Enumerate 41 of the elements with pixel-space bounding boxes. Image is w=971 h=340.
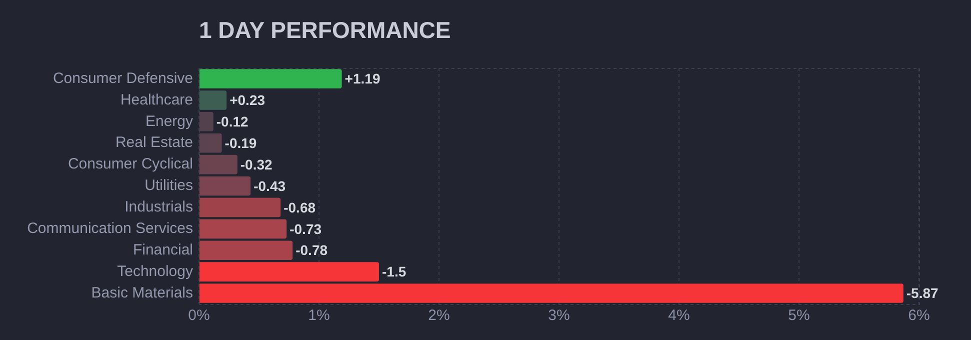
x-tick-label: 6% (908, 307, 930, 324)
y-tick-label: Financial (132, 242, 193, 259)
bar (200, 219, 287, 239)
y-tick-label: Healthcare (120, 91, 193, 108)
x-tick-label: 0% (188, 307, 210, 324)
annotation: -1.5 (382, 264, 406, 280)
y-tick-label: Utilities (144, 177, 193, 194)
y-tick-label: Communication Services (27, 220, 193, 238)
annotation: -0.12 (216, 113, 249, 130)
bar (200, 262, 379, 282)
bar (200, 112, 214, 132)
y-tick-label: Basic Materials (91, 284, 193, 302)
x-tick-label: 3% (548, 307, 570, 324)
annotation: -5.87 (906, 285, 939, 302)
bar (200, 176, 251, 196)
y-tick-label: Technology (117, 262, 194, 280)
annotation: +0.23 (230, 92, 266, 108)
x-tick-label: 2% (428, 307, 450, 324)
bar (200, 240, 293, 260)
annotation: -0.43 (254, 178, 286, 194)
x-tick-label: 4% (668, 307, 690, 324)
annotation: -0.78 (296, 242, 328, 258)
bar (200, 133, 222, 153)
bar (200, 284, 904, 303)
bar (200, 198, 281, 218)
annotation: -0.68 (284, 199, 316, 216)
annotation: -0.32 (240, 156, 273, 172)
y-tick-label: Energy (145, 112, 194, 130)
annotation: +1.19 (344, 70, 380, 87)
y-tick-label: Industrials (124, 198, 193, 216)
annotation: -0.19 (224, 134, 257, 151)
y-tick-label: Consumer Cyclical (68, 156, 193, 173)
bar (200, 69, 342, 88)
y-tick-label: Consumer Defensive (52, 70, 193, 87)
x-tick-label: 1% (308, 307, 330, 324)
bar (200, 90, 227, 110)
chart-title: 1 DAY PERFORMANCE (199, 17, 451, 44)
annotation: -0.73 (290, 220, 322, 237)
bar (200, 154, 238, 174)
x-tick-label: 5% (788, 307, 810, 324)
y-tick-label: Real Estate (115, 134, 193, 152)
